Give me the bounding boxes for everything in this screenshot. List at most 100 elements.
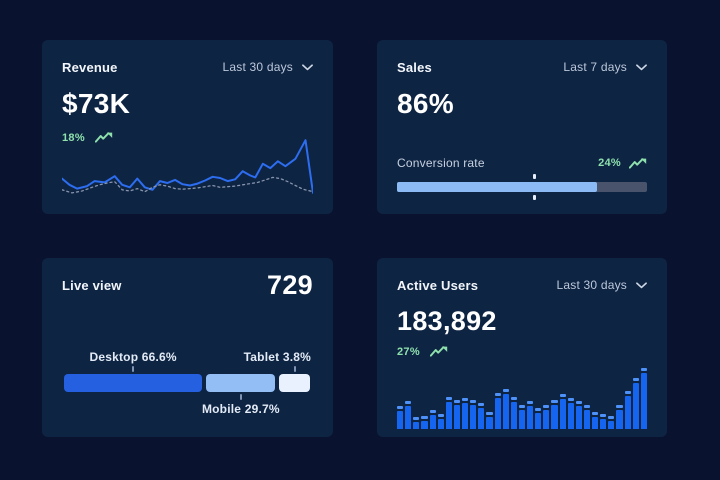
sales-card: Sales Last 7 days 86% Conversion rate 24… [377, 40, 667, 214]
bar-body [445, 402, 452, 429]
active-users-bar-chart [397, 365, 647, 429]
bar-cap [453, 399, 460, 403]
bar-body [510, 402, 517, 429]
bar-cap [608, 415, 615, 419]
mobile-tick [239, 394, 242, 400]
bar-cap [462, 398, 469, 402]
bar-cap [616, 405, 623, 409]
bar-cap [486, 412, 493, 416]
revenue-range-dropdown[interactable]: Last 30 days [223, 60, 313, 74]
daily-bar [437, 414, 444, 429]
daily-bar [429, 409, 436, 429]
daily-bar [640, 367, 647, 429]
bar-body [535, 412, 542, 429]
bar-body [421, 420, 428, 429]
bar-cap [429, 409, 436, 413]
bar-body [575, 405, 582, 429]
revenue-delta: 18% [62, 131, 85, 144]
daily-bar [470, 400, 477, 429]
bar-body [429, 414, 436, 429]
bar-cap [470, 400, 477, 404]
conversion-progress-fill [397, 182, 597, 192]
active-users-title: Active Users [397, 277, 479, 293]
sales-card-header: Sales Last 7 days [397, 58, 647, 76]
revenue-value: $73K [62, 88, 131, 119]
daily-bar [616, 405, 623, 429]
device-breakdown: Desktop 66.6% Mobile 29.7% Tablet 3.8% [64, 350, 311, 420]
conversion-progress-bar [397, 174, 647, 200]
bar-body [502, 394, 509, 429]
daily-bar [624, 390, 631, 429]
sales-title: Sales [397, 59, 432, 75]
target-marker-bottom [533, 195, 536, 200]
active-users-value: 183,892 [397, 306, 497, 336]
bar-cap [567, 398, 574, 402]
daily-bar [405, 400, 412, 429]
daily-bar [486, 412, 493, 429]
bar-body [632, 382, 639, 429]
bar-body [486, 417, 493, 429]
bar-cap [600, 414, 607, 418]
active-users-card: Active Users Last 30 days 183,892 27% [377, 258, 667, 437]
bar-cap [535, 407, 542, 411]
desktop-label: Desktop 66.6% [89, 350, 177, 364]
device-stacked-bar [64, 374, 311, 392]
revenue-line-chart [62, 139, 313, 194]
active-users-delta: 27% [397, 345, 420, 358]
revenue-delta-row: 18% [62, 131, 313, 144]
conversion-rate-label: Conversion rate [397, 156, 485, 170]
live-view-card: Live view 729 Desktop 66.6% Mobile 29.7% T… [42, 258, 333, 437]
bar-body [624, 395, 631, 429]
conversion-delta: 24% [598, 157, 647, 170]
bar-body [462, 403, 469, 429]
bar-cap [575, 400, 582, 404]
bar-body [592, 416, 599, 429]
daily-bar [567, 398, 574, 429]
tablet-tick [293, 366, 296, 372]
bar-body [397, 410, 404, 429]
bar-cap [624, 390, 631, 394]
conversion-delta-value: 24% [598, 157, 621, 169]
bar-cap [510, 397, 517, 400]
bar-body [470, 405, 477, 429]
daily-bar [478, 403, 485, 429]
bar-body [437, 419, 444, 429]
daily-bar [583, 404, 590, 429]
live-view-value: 729 [267, 270, 313, 300]
sales-value: 86% [397, 88, 454, 119]
bar-body [583, 409, 590, 429]
daily-bar [518, 404, 525, 429]
target-marker-top [533, 174, 536, 179]
chevron-down-icon [636, 281, 647, 288]
bar-body [567, 403, 574, 429]
bar-body [616, 410, 623, 429]
bar-body [600, 419, 607, 429]
revenue-card-header: Revenue Last 30 days [62, 58, 313, 76]
daily-bar [543, 405, 550, 429]
bar-cap [405, 400, 412, 404]
daily-bar [559, 394, 566, 429]
bar-cap [478, 403, 485, 407]
bar-cap [494, 393, 501, 397]
active-users-delta-row: 27% [397, 345, 647, 358]
bar-body [543, 410, 550, 429]
bar-body [413, 422, 420, 429]
tablet-label: Tablet 3.8% [243, 350, 311, 364]
daily-bar [527, 401, 534, 429]
bar-body [478, 408, 485, 429]
daily-bar [502, 389, 509, 429]
revenue-card: Revenue Last 30 days $73K 18% [42, 40, 333, 214]
segment-mobile [206, 374, 276, 392]
active-users-range-dropdown[interactable]: Last 30 days [557, 278, 647, 292]
daily-bar [575, 400, 582, 429]
desktop-tick [132, 366, 135, 372]
revenue-title: Revenue [62, 59, 118, 75]
segment-tablet [279, 374, 311, 392]
sales-range-dropdown[interactable]: Last 7 days [563, 60, 647, 74]
bar-cap [543, 405, 550, 409]
conversion-rate-row: Conversion rate 24% [397, 156, 647, 170]
bar-cap [559, 394, 566, 398]
daily-bar [510, 397, 517, 429]
daily-bar [494, 393, 501, 429]
